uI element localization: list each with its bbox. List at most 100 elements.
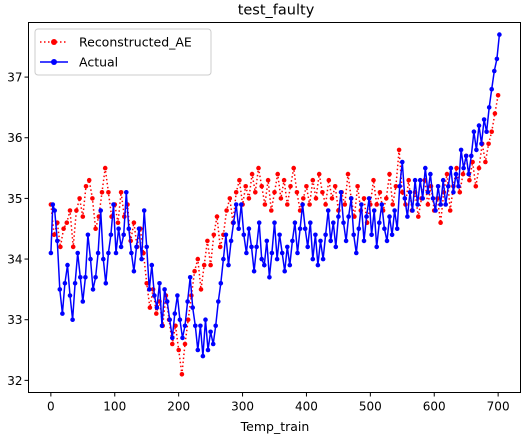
x-tick-label: 500: [359, 400, 382, 414]
data-point: [333, 244, 339, 250]
x-tick-label: 0: [47, 400, 55, 414]
data-point: [474, 147, 479, 153]
data-point: [101, 256, 106, 262]
data-point: [328, 238, 334, 244]
data-point: [223, 232, 229, 238]
data-point: [259, 256, 265, 262]
data-point: [492, 111, 498, 116]
data-point: [285, 244, 290, 250]
data-point: [131, 220, 137, 225]
data-point: [492, 68, 497, 74]
data-point: [78, 275, 83, 280]
data-point: [226, 262, 231, 268]
data-point: [134, 244, 139, 250]
data-point: [469, 153, 474, 159]
data-point: [423, 165, 428, 171]
data-point: [393, 184, 399, 189]
data-point: [470, 159, 475, 165]
data-point: [331, 220, 336, 225]
data-point: [93, 275, 98, 280]
data-point: [351, 232, 357, 238]
data-point: [103, 281, 109, 286]
data-point: [417, 177, 423, 183]
data-point: [227, 196, 233, 201]
data-point: [476, 165, 482, 171]
data-point: [497, 32, 502, 37]
data-point: [308, 220, 313, 225]
y-tick-label: 35: [7, 192, 22, 206]
data-point: [407, 190, 413, 195]
y-tick-label: 37: [7, 71, 22, 85]
y-axis: 32 33 34 35 36 37: [7, 71, 29, 388]
data-point: [251, 268, 257, 274]
data-point: [458, 147, 464, 153]
data-point: [313, 232, 318, 238]
data-point: [295, 250, 300, 256]
data-point: [195, 256, 201, 262]
data-point: [346, 214, 351, 219]
axes-frame: [28, 22, 521, 393]
data-point: [162, 287, 167, 292]
data-point: [384, 196, 389, 201]
data-point: [113, 250, 119, 256]
data-point: [55, 238, 60, 244]
data-point: [416, 214, 421, 219]
data-point: [285, 202, 290, 207]
data-point: [52, 208, 57, 213]
data-point: [461, 165, 466, 171]
data-point: [102, 165, 108, 171]
data-point: [106, 250, 111, 256]
data-point: [444, 171, 450, 177]
data-point: [343, 238, 349, 244]
data-point: [345, 171, 351, 177]
data-point: [187, 275, 193, 280]
data-point: [80, 299, 86, 304]
data-point: [489, 86, 495, 92]
data-point: [254, 244, 259, 250]
data-point: [390, 202, 396, 207]
data-point: [374, 202, 380, 207]
data-point: [95, 250, 101, 256]
data-point: [177, 317, 183, 323]
data-point: [72, 281, 78, 286]
data-point: [249, 244, 254, 250]
data-point: [290, 238, 295, 244]
data-point: [400, 159, 405, 165]
data-point: [394, 226, 400, 231]
data-point: [221, 256, 226, 262]
y-tick-label: 33: [7, 313, 22, 327]
data-point: [354, 250, 359, 256]
x-tick-label: 300: [231, 400, 254, 414]
data-point: [265, 177, 271, 183]
data-point: [425, 190, 431, 195]
data-point: [382, 226, 387, 231]
data-point: [116, 226, 121, 231]
data-point: [435, 184, 441, 189]
data-point: [93, 226, 98, 231]
data-point: [57, 287, 63, 292]
x-tick-label: 200: [167, 400, 190, 414]
legend-marker-actual: [51, 59, 57, 65]
data-point: [241, 232, 247, 238]
data-point: [243, 184, 248, 189]
legend-label-actual: Actual: [79, 55, 118, 70]
data-point: [203, 317, 208, 323]
data-point: [200, 353, 206, 359]
data-point: [310, 256, 316, 262]
data-point: [323, 232, 328, 238]
data-point: [175, 293, 180, 298]
data-point: [443, 202, 449, 207]
legend: Reconstructed_AE Actual: [34, 28, 212, 76]
data-point: [83, 184, 89, 189]
data-point: [208, 262, 213, 268]
data-point: [154, 305, 160, 310]
data-point: [65, 262, 70, 268]
data-point: [58, 244, 63, 250]
data-point: [377, 220, 382, 225]
data-point: [131, 268, 137, 274]
data-point: [473, 184, 479, 189]
data-point: [326, 177, 332, 183]
data-point: [453, 171, 459, 177]
data-point: [371, 177, 376, 183]
data-point: [332, 184, 338, 189]
